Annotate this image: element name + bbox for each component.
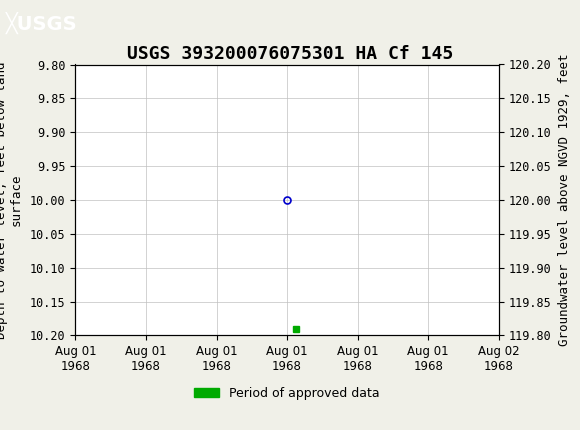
Y-axis label: Depth to water level, feet below land
surface: Depth to water level, feet below land su… — [0, 61, 23, 339]
Text: ╳USGS: ╳USGS — [6, 12, 77, 34]
Y-axis label: Groundwater level above NGVD 1929, feet: Groundwater level above NGVD 1929, feet — [558, 54, 571, 346]
Legend: Period of approved data: Period of approved data — [189, 382, 385, 405]
Text: USGS 393200076075301 HA Cf 145: USGS 393200076075301 HA Cf 145 — [127, 45, 453, 63]
